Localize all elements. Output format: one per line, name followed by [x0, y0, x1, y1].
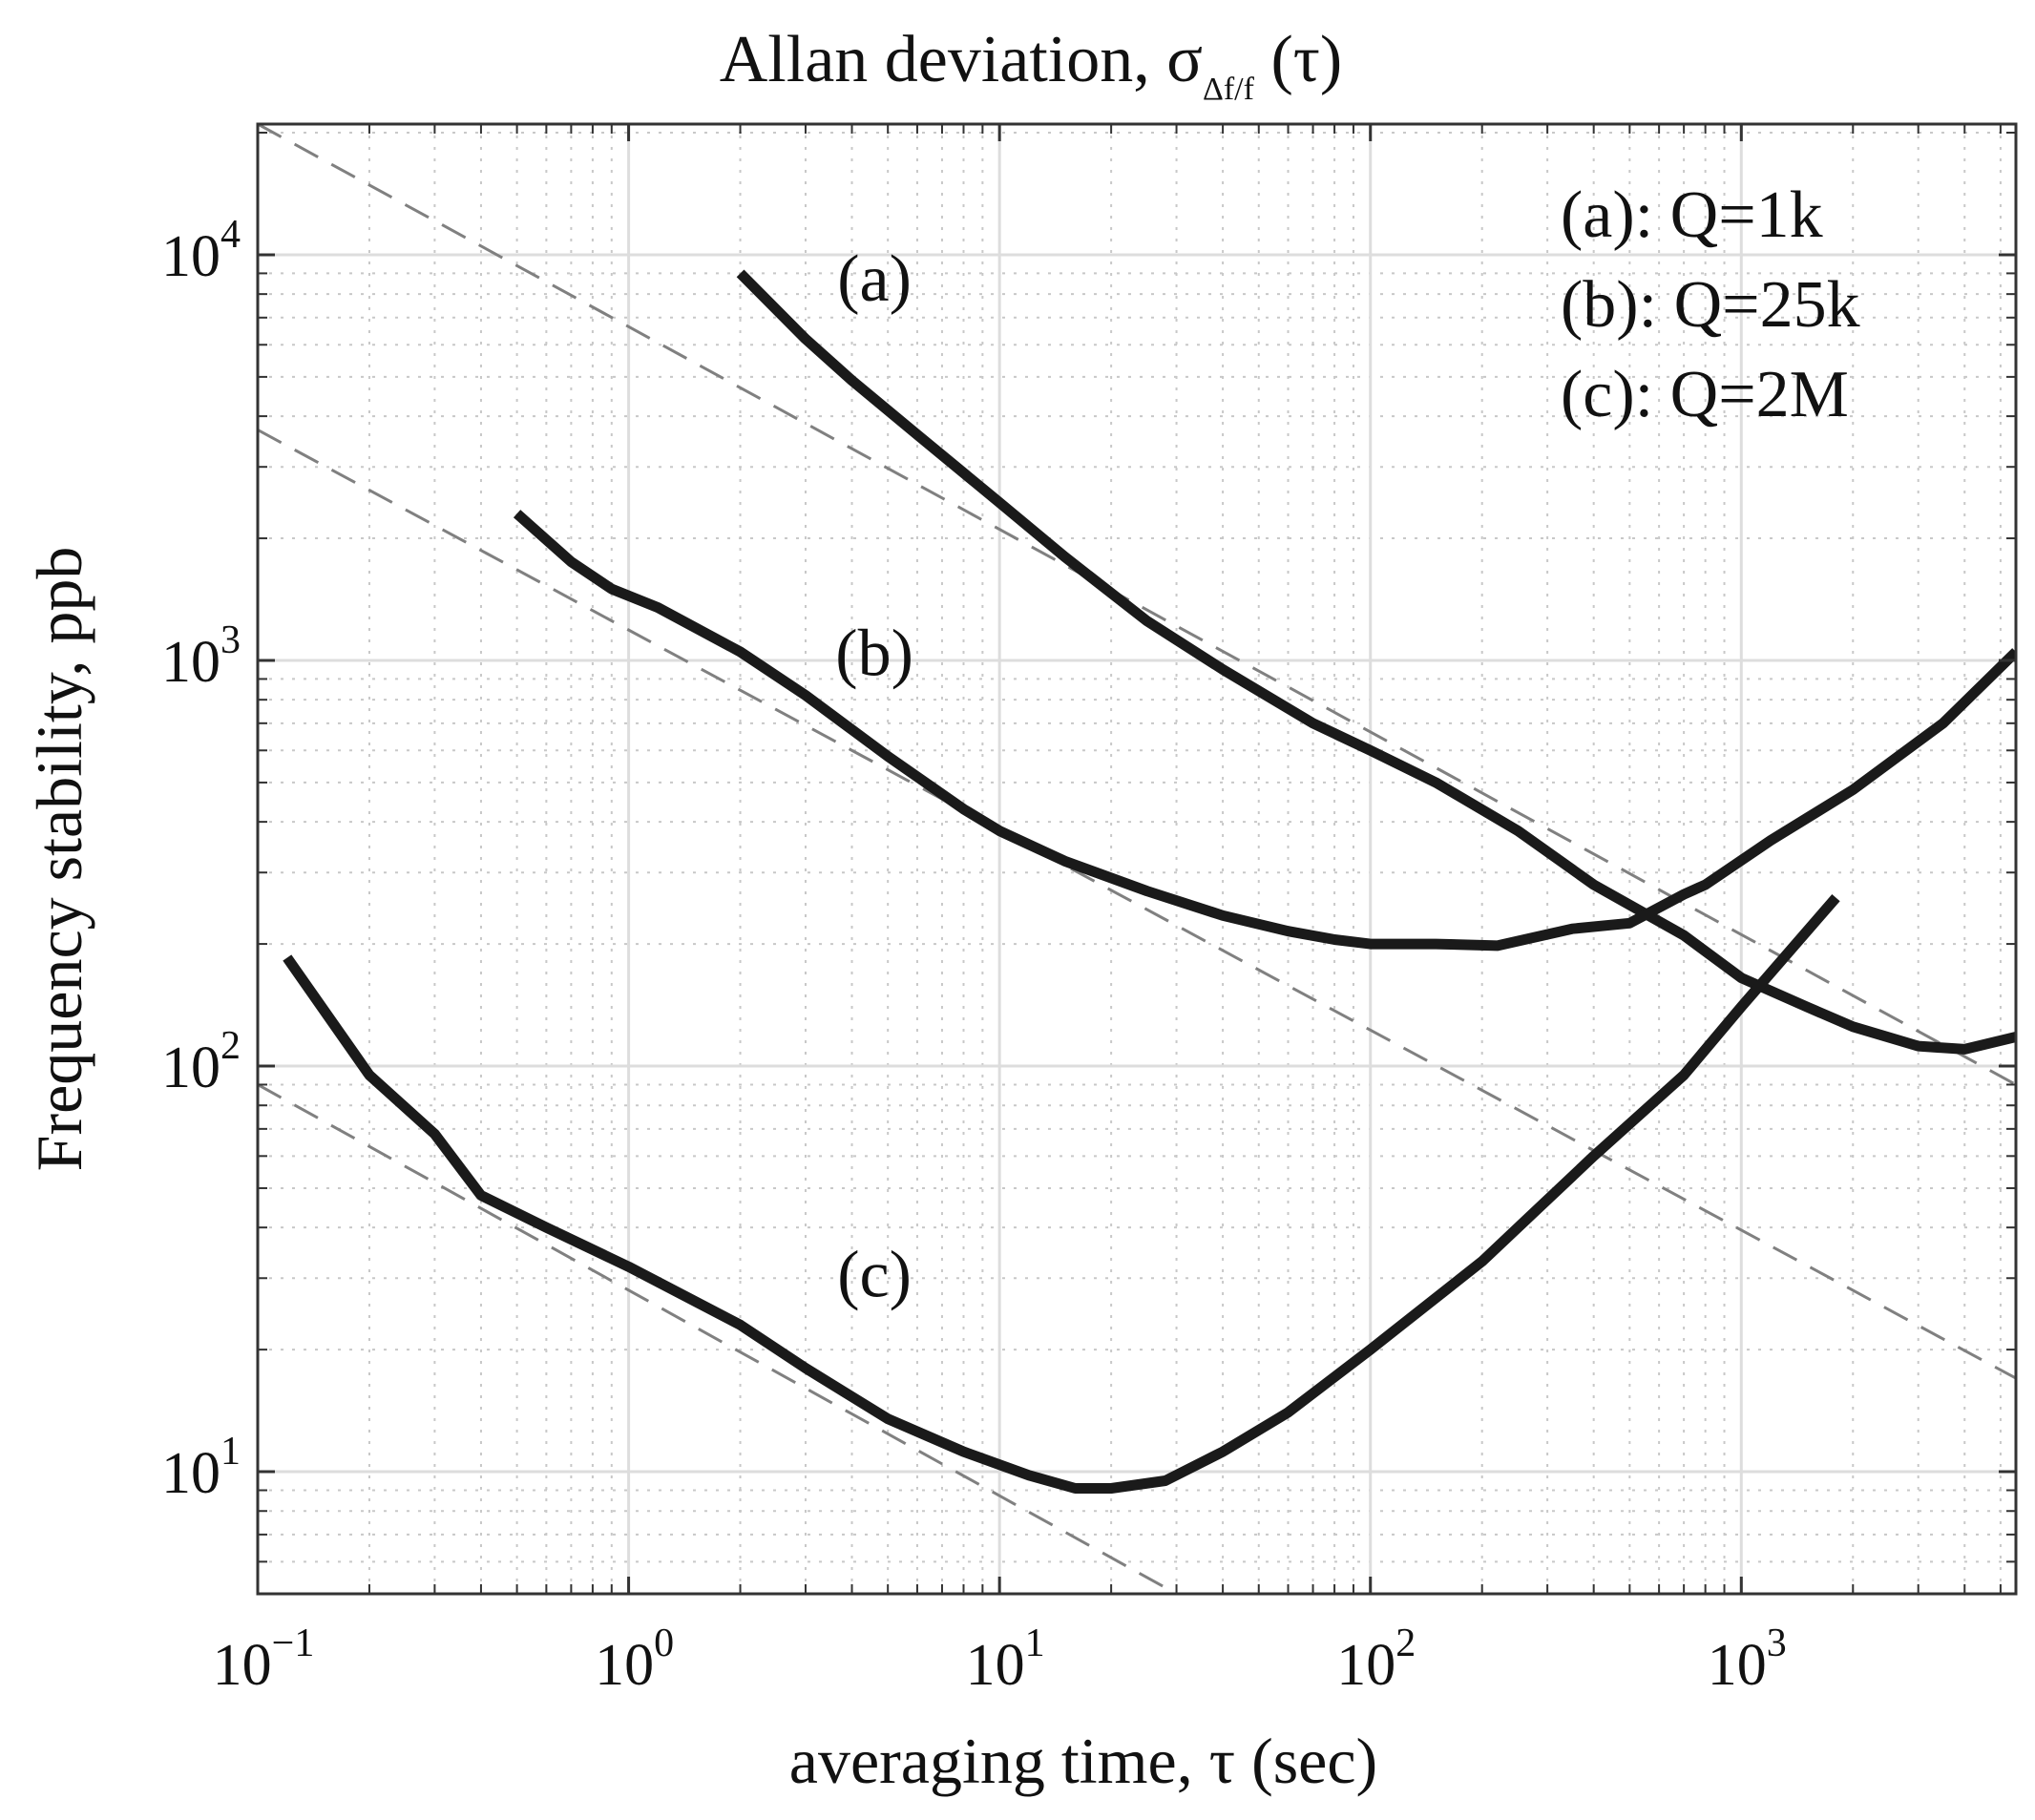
series-b-label: (b)	[835, 617, 913, 690]
tick-marks	[256, 124, 2016, 1594]
x-axis-label: averaging time, τ (sec)	[789, 1725, 1377, 1797]
series-c-line	[283, 893, 1840, 1494]
series-c-label: (c)	[837, 1239, 912, 1312]
y-tick-label: 104	[161, 213, 241, 289]
y-axis-label: Frequency stability, ppb	[23, 547, 95, 1172]
tick-labels: 10−1 100 101 102 103 101 102 103 104	[161, 213, 1787, 1698]
reference-line-3	[258, 1083, 1178, 1594]
y-tick-label: 101	[161, 1430, 241, 1506]
x-tick-label: 10−1	[213, 1621, 315, 1698]
x-tick-label: 100	[595, 1621, 674, 1698]
legend-entry: (a): Q=1k	[1561, 178, 1823, 252]
reference-lines	[258, 124, 2016, 1594]
series-a-label: (a)	[837, 242, 912, 316]
x-tick-label: 101	[966, 1621, 1045, 1698]
legend-entry: (b): Q=25k	[1561, 268, 1860, 342]
y-tick-label: 103	[161, 618, 241, 695]
series-b-line	[513, 510, 2016, 952]
x-tick-label: 102	[1336, 1621, 1416, 1698]
series-labels: (a) (b) (c)	[835, 242, 913, 1312]
legend-entry: (c): Q=2M	[1561, 358, 1849, 431]
plot-frame	[256, 122, 2018, 1596]
chart-title: Allan deviation, σΔf/f (τ)	[720, 23, 1342, 107]
x-tick-label: 103	[1708, 1621, 1787, 1698]
legend: (a): Q=1k (b): Q=25k (c): Q=2M	[1561, 178, 1860, 431]
grid	[256, 124, 2016, 1594]
series-a-line	[736, 269, 2016, 1055]
data-series	[283, 269, 2016, 1494]
y-tick-label: 102	[161, 1024, 241, 1100]
